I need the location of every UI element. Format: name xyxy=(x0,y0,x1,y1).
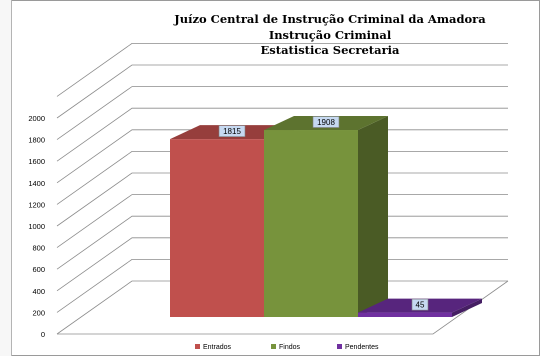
left-panel-edge xyxy=(0,0,12,356)
bar-front xyxy=(264,130,358,317)
bar-side xyxy=(358,116,388,318)
y-tick-label: 0 xyxy=(41,330,45,339)
gridline xyxy=(56,107,508,162)
legend-item-findos: Findos xyxy=(271,344,300,351)
data-label-box xyxy=(312,116,340,128)
legend-item-pendentes: Pendentes xyxy=(337,344,378,351)
data-label-value: 1815 xyxy=(223,127,241,136)
y-tick-label: 2000 xyxy=(28,114,45,123)
y-tick-label: 1600 xyxy=(28,157,45,166)
y-axis-ticks: 0 200 400 600 800 1000 1200 1400 1600 1800 2000 xyxy=(28,114,45,339)
legend-label-pendentes: Pendentes xyxy=(345,344,379,351)
legend-label-findos: Findos xyxy=(279,344,301,351)
data-label-box xyxy=(218,125,246,137)
data-labels: 1815 1908 45 xyxy=(218,116,429,311)
bars xyxy=(170,116,482,318)
legend-swatch-findos xyxy=(271,344,276,349)
gridline xyxy=(56,43,508,97)
data-label-pendentes: 45 xyxy=(411,298,429,311)
y-tick-label: 1000 xyxy=(28,222,45,231)
floor-edge xyxy=(57,280,509,335)
y-tick-label: 200 xyxy=(32,308,45,317)
gridline xyxy=(56,86,508,140)
bar-side xyxy=(452,298,482,317)
y-tick-label: 800 xyxy=(32,244,45,253)
y-tick-label: 1200 xyxy=(28,200,45,209)
legend-label-entrados: Entrados xyxy=(203,344,232,351)
y-tick-label: 600 xyxy=(32,265,45,274)
data-label-entrados: 1815 xyxy=(218,125,246,137)
data-label-value: 1908 xyxy=(317,118,335,127)
chart-title-line-3: Estatistica Secretaria xyxy=(260,43,400,57)
gridline xyxy=(56,64,508,119)
legend-swatch-entrados xyxy=(195,344,200,349)
legend-swatch-pendentes xyxy=(337,344,342,349)
data-label-findos: 1908 xyxy=(312,116,340,128)
legend-item-entrados: Entrados xyxy=(195,344,231,351)
bar-findos xyxy=(264,116,388,318)
y-tick-label: 1800 xyxy=(28,136,45,145)
chart-title-line-1: Juízo Central de Instrução Criminal da A… xyxy=(174,12,486,26)
bar-front xyxy=(358,312,452,317)
y-tick-label: 1400 xyxy=(28,179,45,188)
chart-title: Juízo Central de Instrução Criminal da A… xyxy=(150,12,510,59)
chart-title-line-2: Instrução Criminal xyxy=(268,27,392,42)
bar-front xyxy=(170,139,264,317)
data-label-box xyxy=(411,298,429,311)
data-label-value: 45 xyxy=(416,301,425,310)
y-tick-label: 400 xyxy=(32,287,45,296)
